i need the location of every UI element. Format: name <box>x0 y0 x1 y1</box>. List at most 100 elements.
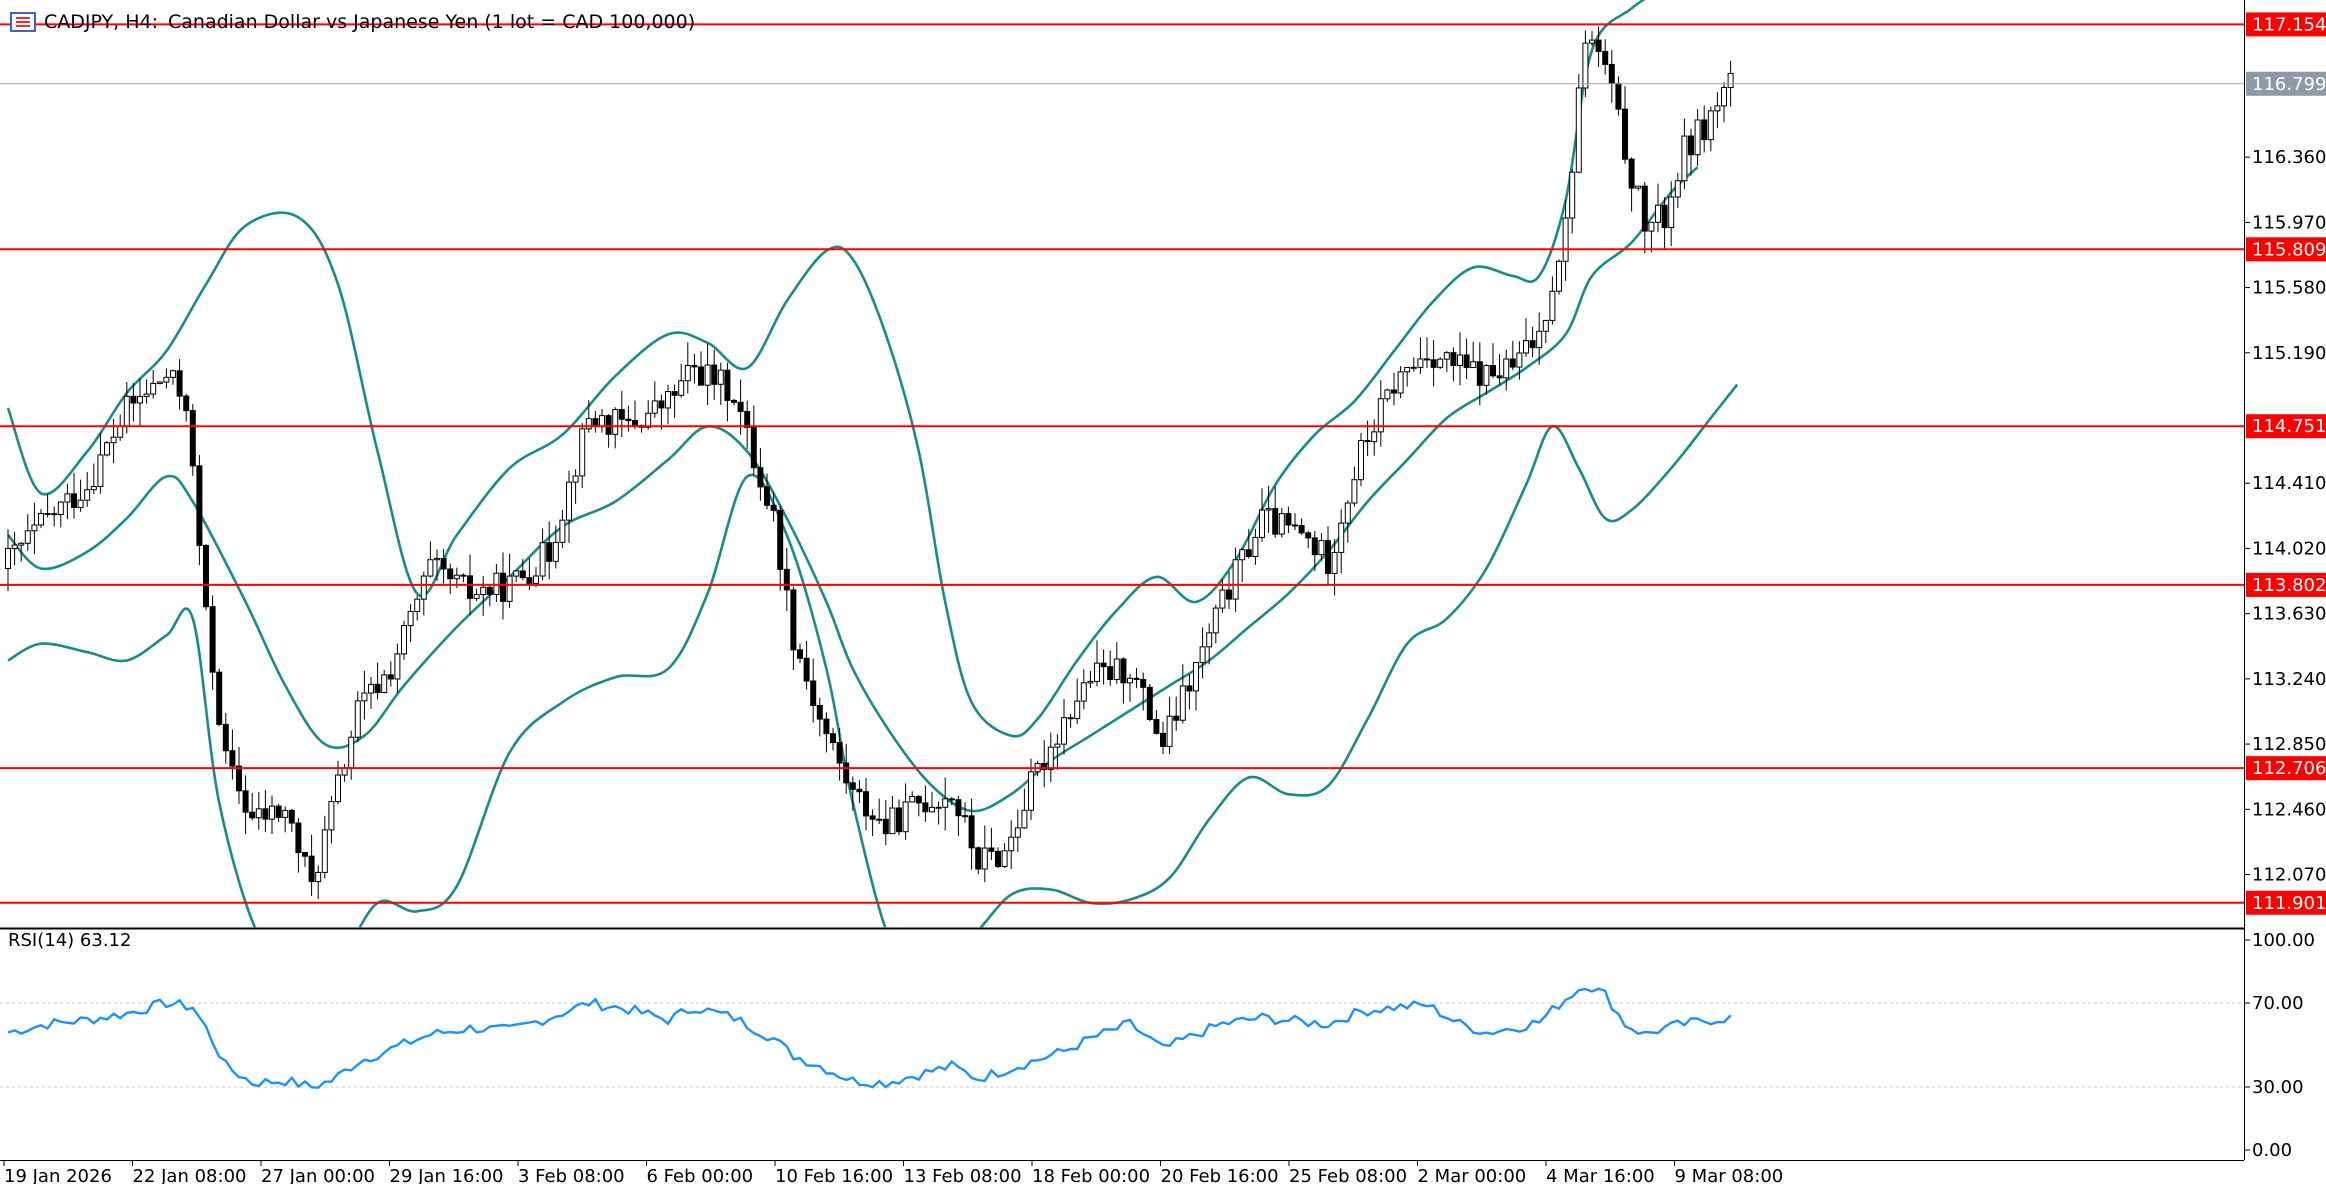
candle-bull <box>1437 358 1444 368</box>
candle-bull <box>64 493 71 503</box>
candle-bear <box>1067 717 1074 720</box>
candle-bull <box>1061 717 1067 745</box>
candle-bear <box>189 410 196 467</box>
candle-bear <box>618 409 625 420</box>
candle-bear <box>843 762 850 784</box>
candle-bull <box>480 586 487 596</box>
candle-bull <box>1397 371 1404 394</box>
chart-window-icon[interactable] <box>10 12 36 32</box>
candle-bear <box>1100 662 1107 668</box>
candle-bull <box>77 499 84 508</box>
candle-bull <box>31 524 38 532</box>
candle-bear <box>1509 358 1516 368</box>
price-tick-label: 115.190 <box>2252 343 2326 364</box>
candle-bear <box>460 574 467 577</box>
candle-bear <box>242 790 249 813</box>
candle-bull <box>1113 658 1120 681</box>
price-tick-label: 113.630 <box>2252 604 2326 625</box>
symbol-label: CADJPY, H4: <box>44 11 158 33</box>
time-tick-label: 10 Feb 16:00 <box>775 1166 893 1184</box>
candle-bear <box>1285 513 1292 526</box>
candle-bull <box>1542 319 1549 332</box>
candle-bear <box>955 799 962 817</box>
candle-bull <box>381 674 388 694</box>
candle-bull <box>335 774 341 803</box>
candle-bull <box>1470 361 1477 369</box>
candle-bear <box>922 802 929 813</box>
candle-bear <box>1641 185 1648 232</box>
candle-bull <box>361 692 368 702</box>
candle-bear <box>519 570 526 579</box>
price-tick-label: 115.970 <box>2252 212 2326 233</box>
time-tick-label: 9 Mar 08:00 <box>1675 1166 1784 1184</box>
candle-bull <box>1648 221 1655 232</box>
candle-bear <box>262 808 269 820</box>
time-tick-label: 4 Mar 16:00 <box>1546 1166 1655 1184</box>
candle-bear <box>869 815 876 820</box>
level-price-label: 114.751 <box>2252 416 2326 437</box>
candle-bull <box>1516 352 1523 368</box>
rsi-line <box>7 987 1732 1089</box>
time-tick-label: 13 Feb 08:00 <box>904 1166 1022 1184</box>
candle-bull <box>552 541 559 562</box>
candle-bear <box>671 391 678 396</box>
candle-bull <box>255 808 262 819</box>
price-tick-label: 116.360 <box>2252 147 2326 168</box>
candle-bull <box>38 512 44 526</box>
candle-bull <box>57 501 64 516</box>
candle-bear <box>1476 361 1483 386</box>
candle-bear <box>1325 540 1331 574</box>
candle-bear <box>440 557 447 570</box>
time-tick-label: 25 Feb 08:00 <box>1289 1166 1407 1184</box>
candle-bull <box>407 610 414 627</box>
candle-bull <box>929 806 935 813</box>
candle-bull <box>401 625 407 655</box>
candle-bull <box>533 575 539 584</box>
candle-bull <box>1008 836 1015 852</box>
candle-bear <box>790 589 797 651</box>
candle-bear <box>770 504 777 511</box>
candle-bull <box>434 557 440 561</box>
candle-bear <box>711 364 718 385</box>
candle-bull <box>1589 39 1595 44</box>
level-price-label: 111.901 <box>2252 893 2326 914</box>
candle-bear <box>526 577 533 584</box>
candle-bear <box>1186 685 1193 692</box>
time-tick-label: 18 Feb 00:00 <box>1032 1166 1150 1184</box>
candle-bear <box>1615 82 1622 110</box>
candle-bear <box>387 674 394 680</box>
candle-bull <box>1166 715 1173 747</box>
candle-bear <box>757 467 764 488</box>
candle-bear <box>1595 39 1602 52</box>
level-price-box <box>2246 12 2326 37</box>
candle-bear <box>876 818 883 821</box>
candle-bull <box>1410 366 1417 369</box>
candle-bull <box>981 847 988 870</box>
candle-bear <box>546 542 553 562</box>
candle-bear <box>605 415 612 435</box>
candle-bull <box>1674 180 1681 198</box>
bollinger-lower-line <box>7 383 1739 928</box>
candle-bull <box>150 382 157 395</box>
time-tick-label: 22 Jan 08:00 <box>133 1166 247 1184</box>
candle-bull <box>704 364 711 386</box>
candle-bear <box>810 680 817 706</box>
candle-bull <box>1575 87 1582 173</box>
candle-bull <box>717 369 724 385</box>
candle-bull <box>1707 110 1714 141</box>
candle-bear <box>803 657 810 682</box>
price-tick-label: 113.240 <box>2252 669 2326 690</box>
candle-bear <box>632 420 638 427</box>
candle-bear <box>1305 532 1312 539</box>
candle-bull <box>1351 479 1358 504</box>
candle-bear <box>995 850 1001 868</box>
candle-bull <box>1021 809 1028 829</box>
candle-bear <box>1272 508 1279 535</box>
candle-bear <box>816 704 823 720</box>
candle-bull <box>1384 389 1391 400</box>
candle-bull <box>585 418 592 430</box>
candle-bear <box>830 733 836 743</box>
candle-bear <box>236 765 242 792</box>
candle-bear <box>975 847 982 870</box>
